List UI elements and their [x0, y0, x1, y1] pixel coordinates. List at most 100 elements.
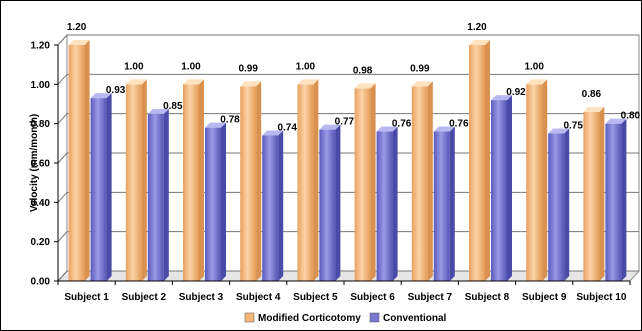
legend-swatch [369, 312, 380, 323]
data-label: 0.99 [238, 63, 258, 74]
bar-conventional [319, 124, 341, 281]
data-label: 1.00 [124, 61, 144, 72]
x-tick-label: Subject 10 [576, 292, 626, 303]
bar-side [599, 106, 605, 281]
bar-modified-corticotomy [297, 79, 319, 281]
bar-side [449, 126, 455, 282]
bar-conventional [605, 118, 627, 282]
data-label: 1.00 [296, 61, 316, 72]
bar-top [491, 95, 512, 101]
bar-top [548, 128, 570, 134]
bar-top [147, 108, 169, 114]
y-tick-label: 0.80 [31, 119, 51, 130]
bar-front [548, 133, 565, 281]
bar-front [147, 113, 164, 281]
bar-top [183, 79, 204, 85]
bar-top [411, 81, 433, 87]
legend-item: Modified Corticotomy [244, 312, 361, 324]
bar-modified-corticotomy [183, 79, 204, 281]
legend: Modified Corticotomy Conventional [244, 312, 447, 324]
bar-top [583, 106, 605, 112]
y-tick-label: 0.60 [31, 159, 51, 170]
bar-front [376, 131, 393, 281]
bar-front [205, 127, 221, 281]
bar-top [125, 79, 147, 85]
bar-front [125, 84, 142, 281]
bar-conventional [376, 126, 398, 282]
bar-modified-corticotomy [526, 79, 548, 281]
bar-side [106, 93, 112, 281]
legend-item: Conventional [369, 312, 447, 324]
bar-top [354, 83, 376, 89]
bar-conventional [491, 95, 512, 281]
bar-side [335, 124, 341, 281]
data-label: 0.99 [410, 63, 430, 74]
data-label: 0.76 [449, 119, 469, 130]
bar-front [319, 129, 336, 281]
y-axis: 0.00 0.20 0.40 0.60 0.80 1.00 1.20 [31, 41, 59, 288]
x-axis: Subject 1 Subject 2 Subject 3 Subject 4 Subj… [57, 280, 631, 303]
bar-conventional [147, 108, 169, 281]
bar-side [278, 130, 284, 281]
bar-top [68, 40, 90, 45]
y-tick-label: 0.00 [31, 277, 51, 288]
bar-top [469, 40, 490, 45]
bar-top [90, 93, 112, 99]
bar-side [313, 79, 319, 281]
bar-side [564, 128, 570, 281]
bar-conventional [548, 128, 570, 281]
data-label: 0.98 [353, 65, 373, 76]
gridline [57, 34, 639, 46]
bar-top [319, 124, 341, 130]
bar-side [427, 81, 433, 281]
y-tick-label: 0.20 [31, 237, 51, 248]
bar-front [68, 45, 85, 281]
bars [68, 40, 627, 282]
bar-side [199, 79, 204, 281]
bar-conventional [205, 122, 226, 281]
bar-front [262, 135, 279, 281]
x-tick-label: Subject 3 [179, 292, 224, 303]
bar-top [605, 118, 627, 124]
y-tick-label: 1.20 [31, 41, 51, 52]
bar-top [297, 79, 319, 85]
bar-front [297, 84, 314, 281]
data-label: 1.00 [181, 61, 201, 72]
bar-side [485, 40, 490, 281]
bar-top [262, 130, 284, 136]
data-label: 0.85 [163, 101, 183, 112]
bar-modified-corticotomy [411, 81, 433, 281]
bar-modified-corticotomy [583, 106, 605, 281]
x-tick-label: Subject 1 [64, 292, 109, 303]
bar-side [163, 108, 169, 281]
y-axis-label: Velocity (mm/month) [29, 114, 40, 212]
data-labels: 1.20 0.93 1.00 0.85 1.00 0.78 0.99 0.74 1.00 0.77… [67, 22, 641, 133]
bar-side [507, 95, 512, 281]
bar-modified-corticotomy [125, 79, 147, 281]
legend-label: Modified Corticotomy [258, 313, 361, 324]
data-label: 0.75 [563, 121, 583, 132]
bar-side [370, 83, 376, 282]
bar-front [411, 86, 428, 281]
bar-front [240, 86, 257, 281]
data-label: 1.20 [467, 22, 487, 33]
bar-front [183, 84, 199, 281]
legend-swatch [244, 312, 255, 323]
bar-modified-corticotomy [354, 83, 376, 282]
bar-conventional [262, 130, 284, 281]
x-tick-label: Subject 5 [293, 292, 338, 303]
data-label: 0.78 [220, 115, 240, 126]
bar-side [141, 79, 147, 281]
bar-front [605, 123, 622, 282]
bar-top [433, 126, 455, 132]
bar-top [526, 79, 548, 85]
data-label: 1.20 [67, 22, 87, 33]
bar-top [240, 81, 262, 87]
legend-label: Conventional [383, 313, 447, 324]
bar-modified-corticotomy [240, 81, 262, 281]
bar-conventional [90, 93, 112, 281]
bar-top [376, 126, 398, 132]
x-tick-label: Subject 2 [122, 292, 167, 303]
bar-side [256, 81, 262, 281]
